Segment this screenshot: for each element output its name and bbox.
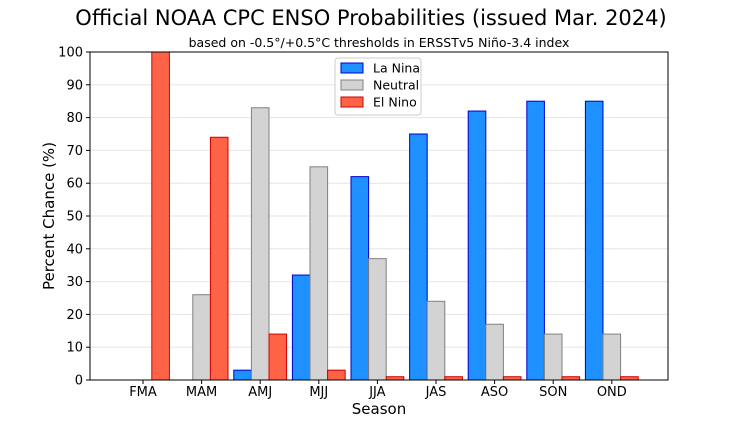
bar-la-nina-JAS xyxy=(409,133,428,381)
legend-swatch-la-nina xyxy=(340,62,364,74)
y-tick-label: 20 xyxy=(66,308,83,323)
x-tick-label: FMA xyxy=(129,385,157,400)
chart-subtitle: based on -0.5°/+0.5°C thresholds in ERSS… xyxy=(189,35,570,50)
bar-neutral-OND xyxy=(602,333,622,381)
bar-neutral-MAM xyxy=(192,294,211,381)
bars xyxy=(151,51,639,381)
x-tick-label: JJA xyxy=(368,385,385,400)
bar-la-nina-SON xyxy=(526,100,545,381)
legend: La Nina Neutral El Nino xyxy=(334,57,422,116)
bar-la-nina-JJA xyxy=(350,176,370,381)
y-axis-label: Percent Chance (%) xyxy=(40,142,58,290)
x-tick-label: ASO xyxy=(481,385,508,400)
x-tick-label: AMJ xyxy=(248,385,272,400)
legend-label-el-nino: El Nino xyxy=(373,95,417,110)
x-tick-label: SON xyxy=(539,385,567,400)
y-tick-label: 80 xyxy=(66,111,83,126)
x-tick-label: OND xyxy=(597,385,627,400)
bar-neutral-MJJ xyxy=(309,166,329,381)
y-tick-label: 100 xyxy=(58,46,83,61)
legend-label-la-nina: La Nina xyxy=(373,61,420,76)
y-tick-label: 70 xyxy=(66,144,83,159)
legend-swatch-el-nino xyxy=(340,96,364,108)
chart-title: Official NOAA CPC ENSO Probabilities (is… xyxy=(75,6,666,30)
y-tick-label: 50 xyxy=(66,210,83,225)
x-tick-label: JAS xyxy=(425,385,447,400)
legend-label-neutral: Neutral xyxy=(373,78,419,93)
bar-neutral-AMJ xyxy=(250,107,270,381)
y-tick-label: 10 xyxy=(66,341,83,356)
y-tick-label: 40 xyxy=(66,242,83,257)
bar-neutral-JJA xyxy=(368,258,387,381)
bar-neutral-SON xyxy=(543,333,563,381)
bar-neutral-JAS xyxy=(426,300,446,381)
bar-neutral-ASO xyxy=(485,323,504,381)
x-axis-label: Season xyxy=(352,400,406,418)
y-tick-label: 90 xyxy=(66,78,83,93)
y-tick-label: 30 xyxy=(66,275,83,290)
bar-el-nino-AMJ xyxy=(268,333,288,381)
bar-el-nino-MAM xyxy=(209,136,229,381)
y-axis-ticks: 0 10 20 30 40 50 60 70 80 90 100 xyxy=(58,46,90,389)
y-tick-label: 0 xyxy=(75,374,83,389)
bar-el-nino-FMA xyxy=(151,51,170,381)
x-tick-label: MJJ xyxy=(309,385,328,400)
x-axis-ticks: FMA MAM AMJ MJJ JJA JAS ASO SON OND xyxy=(129,380,627,400)
y-tick-label: 60 xyxy=(66,177,83,192)
bar-el-nino-MJJ xyxy=(327,369,346,381)
bar-la-nina-ASO xyxy=(467,110,487,381)
legend-swatch-neutral xyxy=(340,79,364,91)
bar-la-nina-MJJ xyxy=(291,274,311,381)
bar-la-nina-OND xyxy=(584,100,604,381)
x-tick-label: MAM xyxy=(186,385,217,400)
bar-la-nina-AMJ xyxy=(233,369,252,381)
